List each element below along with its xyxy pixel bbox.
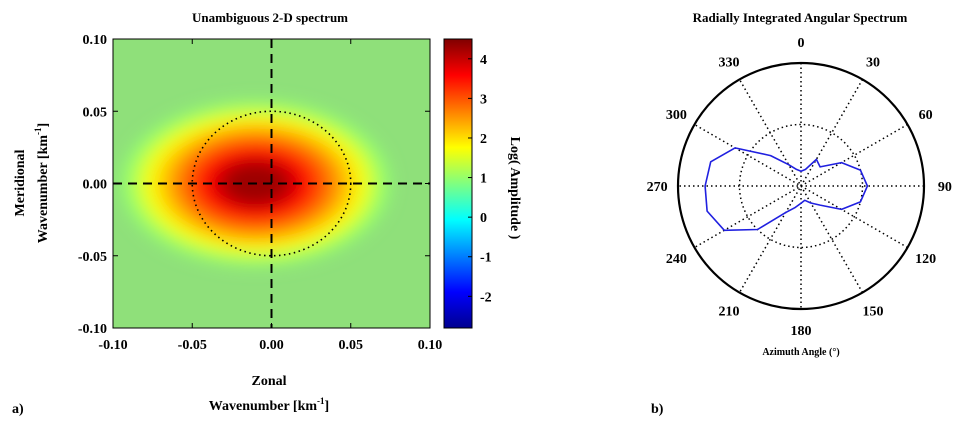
polar-angle-label: 180 [791, 324, 812, 339]
heatmap-overlays [113, 39, 430, 328]
polar-series [704, 147, 869, 232]
polar-angle-label: 300 [666, 108, 687, 123]
heatmap-xlabel-line1: Zonal [251, 374, 286, 389]
polar-angle-labels: 0 30 60 90 120 150 180 210 240 270 300 330 [647, 36, 952, 339]
heatmap-ytick-label: 0.00 [83, 178, 108, 193]
colorbar-tick-label: 2 [480, 132, 487, 147]
colorbar [443, 38, 473, 329]
polar-angle-label: 150 [862, 305, 883, 320]
heatmap-ticks: -0.10 -0.05 0.00 0.05 0.10 0.10 0.05 0.00 -0.05 -… [78, 33, 442, 353]
polar-angle-label: 330 [719, 55, 740, 70]
colorbar-label: Log( Amplitude ) [507, 137, 522, 240]
polar-angle-label: 120 [915, 252, 936, 267]
polar-angle-label: 60 [919, 108, 933, 123]
polar-outer-ring [676, 61, 926, 311]
polar-spoke [738, 79, 864, 293]
heatmap-ylabel-line1: Meridional [13, 149, 28, 216]
heatmap-dotted-circle [191, 110, 352, 257]
polar-ring [738, 123, 864, 249]
heatmap-ytick-label: 0.10 [83, 33, 108, 48]
colorbar-tick-label: 4 [480, 53, 487, 68]
polar-angle-label: 0 [798, 36, 805, 51]
polar-angle-label: 30 [866, 55, 880, 70]
heatmap-xlabel-line2: Wavenumber [km-1] [209, 396, 329, 414]
colorbar-tick-label: -2 [480, 290, 492, 305]
panel-label-b: b) [651, 402, 664, 417]
heatmap-ytick-label: -0.10 [78, 322, 107, 337]
colorbar-tick-label: 3 [480, 92, 487, 107]
polar-title: Radially Integrated Angular Spectrum [693, 10, 908, 25]
heatmap-xtick-label: -0.05 [178, 338, 207, 353]
heatmap-ytick-label: 0.05 [83, 105, 108, 120]
heatmap-plot-area [113, 39, 430, 328]
heatmap-panel: Unambiguous 2-D spectrum -0.10 -0.05 0.00 0… [12, 10, 522, 417]
panel-label-a: a) [12, 402, 24, 417]
polar-angle-label: 270 [647, 180, 668, 195]
heatmap-title: Unambiguous 2-D spectrum [192, 10, 348, 25]
colorbar-tick-label: 1 [480, 172, 487, 187]
heatmap-ylabel-line2: Wavenumber [km-1] [33, 123, 51, 243]
heatmap-xtick-label: 0.00 [259, 338, 284, 353]
colorbar-ticks: 4 3 2 1 0 -1 -2 [468, 53, 492, 305]
polar-angle-label: 210 [719, 305, 740, 320]
heatmap-xtick-label: -0.10 [98, 338, 127, 353]
polar-series-line [704, 147, 869, 232]
heatmap-xtick-label: 0.05 [339, 338, 364, 353]
polar-angle-label: 240 [666, 252, 687, 267]
heatmap-xtick-label: 0.10 [418, 338, 443, 353]
polar-grid [676, 61, 926, 311]
heatmap-field [120, 100, 391, 267]
heatmap-ytick-label: -0.05 [78, 250, 107, 265]
polar-xlabel: Azimuth Angle (°) [762, 347, 839, 358]
colorbar-tick-label: -1 [480, 251, 492, 266]
polar-panel: Radially Integrated Angular Spectrum 0 30… [647, 10, 952, 417]
polar-angle-label: 90 [938, 180, 952, 195]
colorbar-tick-label: 0 [480, 211, 487, 226]
